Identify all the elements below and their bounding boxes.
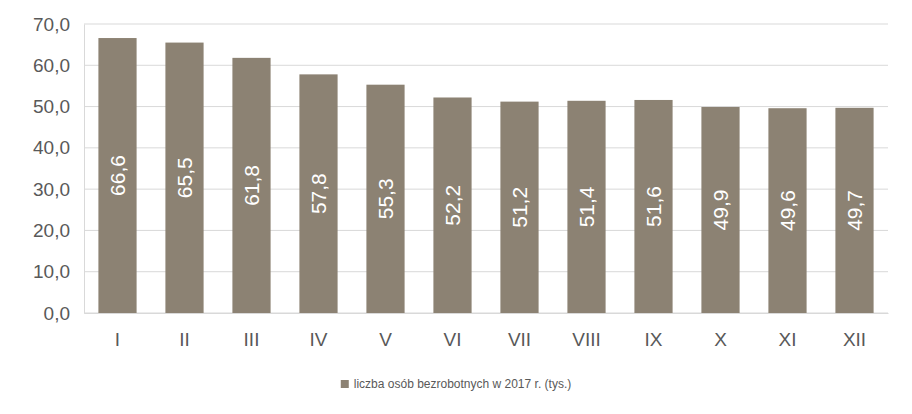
data-label: 49,6 [776, 190, 799, 231]
bar [567, 101, 605, 313]
grid [84, 24, 888, 313]
grid-line [84, 106, 888, 107]
x-tick-label: X [714, 329, 727, 350]
y-tick-label: 30,0 [33, 179, 70, 200]
bar [433, 97, 471, 313]
bar [701, 107, 739, 313]
grid-line [84, 271, 888, 272]
y-tick: 0,0 [44, 303, 84, 324]
bar [232, 58, 270, 313]
y-tick-label: 20,0 [33, 220, 70, 241]
bar [500, 102, 538, 313]
x-tick-label: VII [508, 329, 531, 350]
y-tick: 40,0 [33, 137, 84, 158]
x-tick: VI [444, 313, 462, 350]
x-tick: V [379, 313, 392, 350]
x-tick: IX [645, 313, 663, 350]
legend-swatch [341, 380, 349, 388]
x-tick-label: I [115, 329, 120, 350]
x-tick: XI [779, 313, 797, 350]
bars [98, 38, 873, 313]
y-tick-label: 70,0 [33, 14, 70, 35]
y-tick-label: 40,0 [33, 137, 70, 158]
grid-line [84, 24, 888, 25]
x-tick-label: IV [310, 329, 328, 350]
data-label: 55,3 [374, 178, 397, 219]
data-label: 57,8 [307, 173, 330, 214]
y-tick: 60,0 [33, 55, 84, 76]
x-tick-label: IX [645, 329, 663, 350]
x-tick-label: VIII [572, 329, 601, 350]
y-axis: 0,0 10,0 20,0 30,0 40,0 50,0 60,0 70,0 [33, 14, 84, 324]
x-axis: IIIIIIIVVVIVIIVIIIIXXXIXII [85, 313, 889, 350]
y-tick: 50,0 [33, 96, 84, 117]
y-tick-label: 60,0 [33, 55, 70, 76]
y-axis-line [84, 25, 85, 314]
data-label: 52,2 [441, 185, 464, 226]
grid-line [84, 230, 888, 231]
bar [98, 38, 136, 313]
x-tick: VIII [572, 313, 601, 350]
x-tick-label: XII [843, 329, 866, 350]
x-tick: XII [843, 313, 866, 350]
data-label: 49,9 [709, 190, 732, 231]
data-labels: 66,6 65,5 61,8 57,8 55,3 52,2 51,2 51,4 51,6 49,9… [106, 155, 866, 231]
data-label: 65,5 [173, 157, 196, 198]
x-tick-label: XI [779, 329, 797, 350]
data-label: 49,7 [843, 190, 866, 231]
legend-label: liczba osób bezrobotnych w 2017 r. (tys.… [354, 377, 571, 391]
x-tick-label: V [379, 329, 392, 350]
x-tick: II [179, 313, 190, 350]
x-tick: IV [310, 313, 328, 350]
bar [634, 100, 672, 313]
data-label: 51,4 [575, 186, 598, 227]
bar [835, 108, 873, 313]
x-tick-label: II [179, 329, 190, 350]
x-tick-label: VI [444, 329, 462, 350]
data-label: 61,8 [240, 165, 263, 206]
bar [366, 85, 404, 313]
x-tick: X [714, 313, 727, 350]
data-label: 51,2 [508, 187, 531, 228]
grid-line [84, 65, 888, 66]
legend: liczba osób bezrobotnych w 2017 r. (tys.… [341, 377, 571, 391]
grid-line [84, 147, 888, 148]
y-tick: 30,0 [33, 179, 84, 200]
y-tick-label: 10,0 [33, 261, 70, 282]
bar [165, 43, 203, 313]
legend-item: liczba osób bezrobotnych w 2017 r. (tys.… [341, 377, 571, 391]
grid-line [84, 189, 888, 190]
data-label: 66,6 [106, 155, 129, 196]
x-axis-line [85, 313, 889, 314]
x-tick: I [115, 313, 120, 350]
bar [768, 108, 806, 313]
y-tick-label: 50,0 [33, 96, 70, 117]
data-label: 51,6 [642, 186, 665, 227]
y-tick: 20,0 [33, 220, 84, 241]
y-tick: 70,0 [33, 14, 84, 35]
y-tick: 10,0 [33, 261, 84, 282]
bar [299, 74, 337, 313]
chart: 0,010,020,030,040,050,060,070,0IIIIIIIVV… [0, 0, 912, 414]
y-tick-label: 0,0 [44, 303, 70, 324]
x-tick: VII [508, 313, 531, 350]
x-tick: III [244, 313, 260, 350]
x-tick-label: III [244, 329, 260, 350]
grid-line [84, 313, 888, 314]
